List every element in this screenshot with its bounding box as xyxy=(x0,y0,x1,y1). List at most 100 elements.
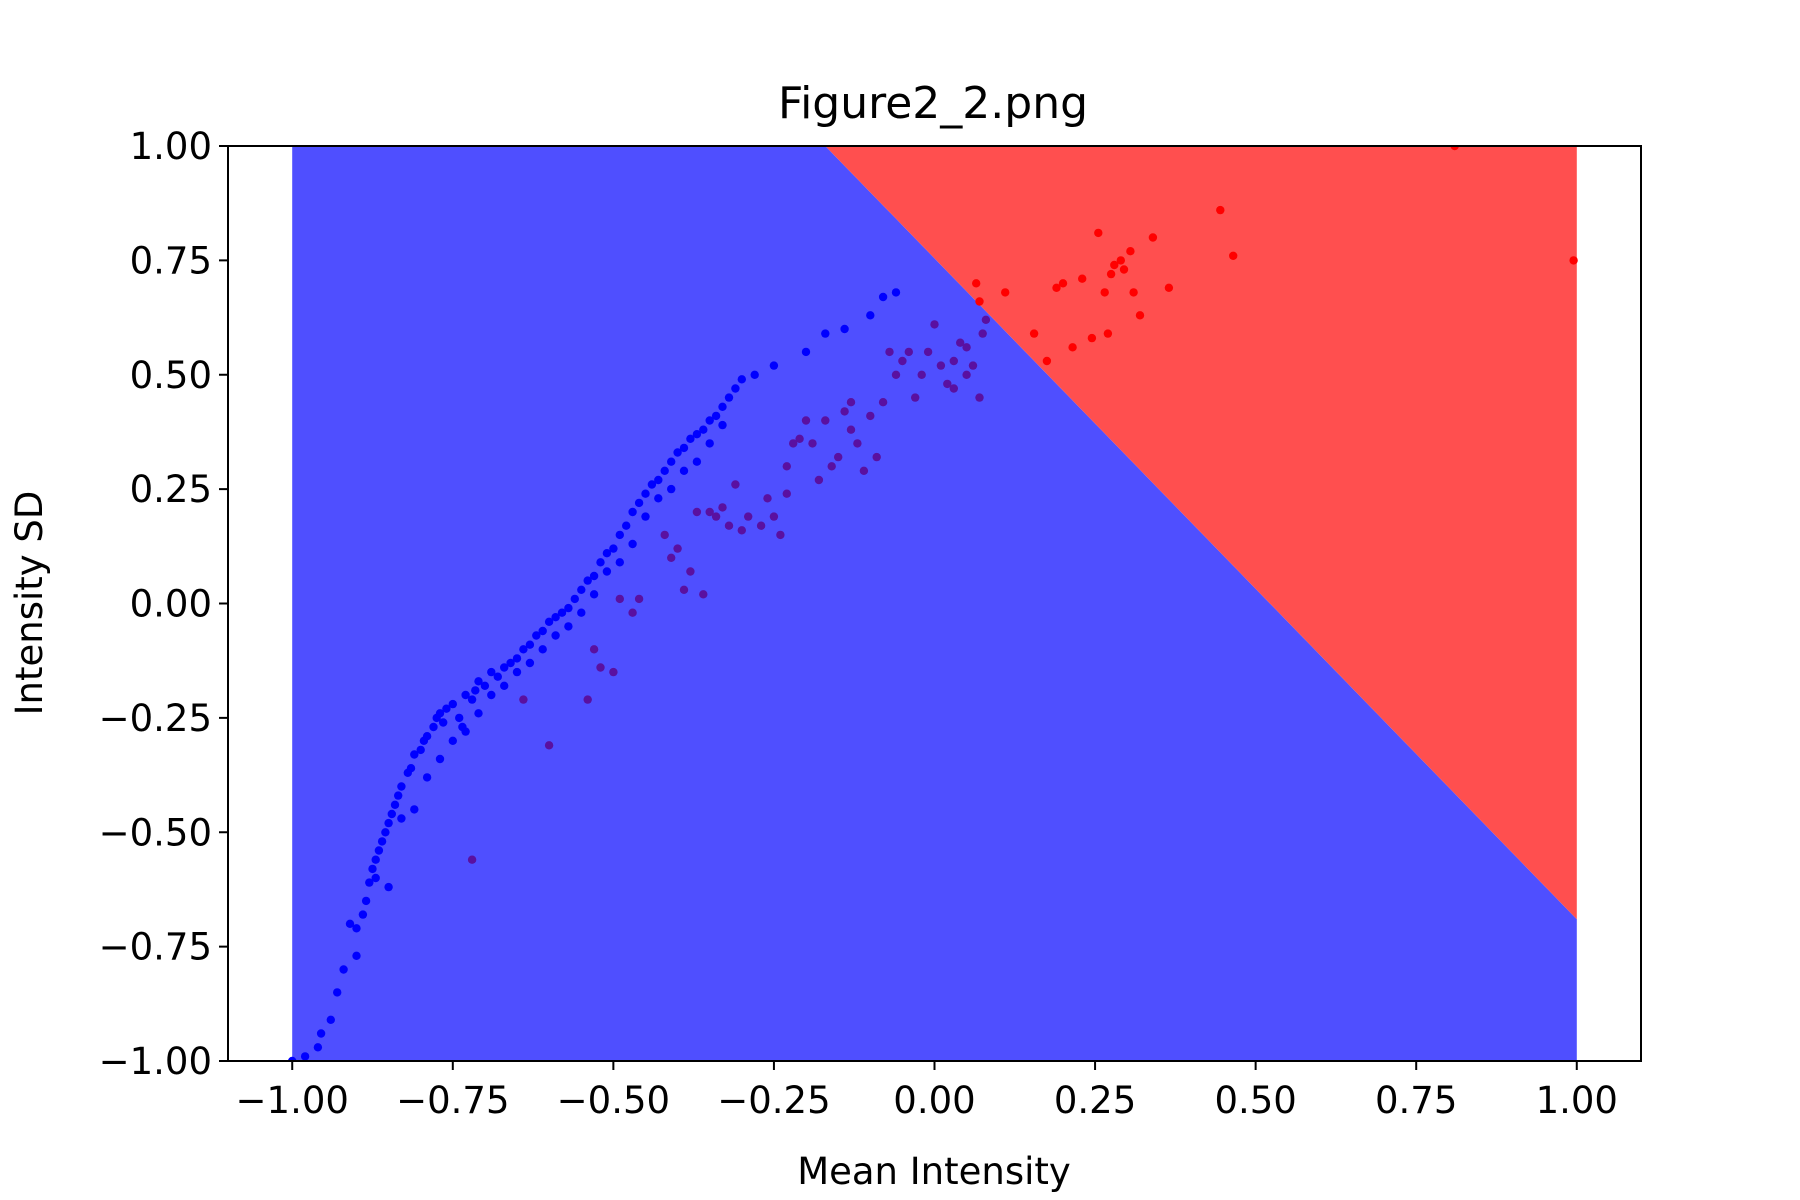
scatter-point xyxy=(339,965,348,974)
scatter-point xyxy=(1216,205,1225,215)
scatter-point xyxy=(827,462,836,471)
scatter-point xyxy=(724,521,734,530)
scatter-point xyxy=(679,466,689,475)
scatter-point xyxy=(930,320,939,329)
scatter-point xyxy=(956,338,965,347)
scatter-point xyxy=(923,347,933,357)
scatter-point xyxy=(1052,283,1061,292)
scatter-point xyxy=(371,873,380,883)
scatter-point xyxy=(789,439,798,448)
scatter-point xyxy=(583,576,592,585)
scatter-point xyxy=(461,727,470,736)
scatter-point xyxy=(840,324,849,334)
y-axis: −1.00 −0.75 −0.50 −0.25 0.00 0.25 0.50 0.75 1.00 xyxy=(99,125,228,1083)
scatter-point xyxy=(744,512,753,521)
scatter-point xyxy=(589,645,599,654)
scatter-point xyxy=(814,475,824,485)
scatter-point xyxy=(532,631,541,640)
scatter-point xyxy=(660,466,669,475)
scatter-point xyxy=(316,1029,326,1038)
scatter-point xyxy=(782,489,791,498)
scatter-point xyxy=(500,681,509,690)
scatter-point xyxy=(711,411,721,421)
scatter-point xyxy=(1106,269,1116,279)
scatter-point xyxy=(731,480,740,489)
scatter-point xyxy=(834,452,843,462)
decision-region-blue xyxy=(292,146,1577,1061)
scatter-point xyxy=(397,814,406,823)
scatter-point xyxy=(394,791,403,800)
scatter-point xyxy=(808,439,817,448)
scatter-point xyxy=(583,695,592,704)
scatter-point xyxy=(602,567,612,576)
scatter-point xyxy=(821,329,830,338)
scatter-point xyxy=(846,398,856,407)
scatter-point xyxy=(1103,329,1113,338)
scatter-point xyxy=(673,448,682,457)
scatter-point xyxy=(1029,329,1039,338)
scatter-point xyxy=(410,750,419,759)
y-axis-label: Intensity SD xyxy=(8,491,51,716)
scatter-point xyxy=(737,526,746,535)
scatter-point xyxy=(557,608,567,617)
scatter-point xyxy=(885,347,894,357)
scatter-point xyxy=(878,292,888,302)
scatter-point xyxy=(448,699,457,709)
x-tick-label: −0.25 xyxy=(717,1079,830,1122)
decision-region-red xyxy=(825,146,1577,920)
scatter-point xyxy=(673,544,682,553)
scatter-point xyxy=(615,530,624,540)
scatter-point xyxy=(1135,311,1145,320)
scatter-point xyxy=(724,393,734,402)
scatter-point xyxy=(589,590,599,599)
y-tick-label: −0.25 xyxy=(99,697,212,740)
scatter-point xyxy=(525,658,535,668)
scatter-point xyxy=(410,805,419,814)
scatter-point xyxy=(801,416,811,425)
scatter-point xyxy=(975,297,984,306)
scatter-point xyxy=(981,315,991,324)
scatter-point xyxy=(667,484,676,494)
y-tick-label: 0.75 xyxy=(130,239,212,282)
scatter-point xyxy=(374,846,384,855)
x-tick-label: 0.25 xyxy=(1054,1079,1136,1122)
scatter-point xyxy=(891,370,901,379)
scatter-point xyxy=(500,663,509,672)
scatter-point xyxy=(615,594,624,604)
scatter-point xyxy=(622,521,631,530)
scatter-point xyxy=(634,594,644,604)
scatter-point xyxy=(898,356,907,366)
scatter-point xyxy=(853,439,862,448)
scatter-point xyxy=(358,910,368,919)
scatter-point xyxy=(345,919,355,928)
scatter-point xyxy=(699,425,708,434)
scatter-point xyxy=(949,384,958,393)
scatter-point xyxy=(737,375,746,384)
scatter-point xyxy=(667,553,676,562)
scatter-point xyxy=(878,398,888,407)
scatter-point xyxy=(544,617,554,626)
scatter-point xyxy=(570,594,579,604)
scatter-point xyxy=(692,430,702,439)
scatter-point xyxy=(972,279,981,288)
scatter-point xyxy=(731,384,740,393)
scatter-point xyxy=(679,585,689,594)
scatter-point xyxy=(1450,146,1459,151)
scatter-point xyxy=(692,457,702,466)
x-axis-label: Mean Intensity xyxy=(797,1150,1071,1193)
scatter-point xyxy=(718,402,727,411)
scatter-point xyxy=(647,480,657,489)
scatter-point xyxy=(718,503,727,512)
scatter-point xyxy=(718,420,727,430)
scatter-point xyxy=(679,443,689,453)
scatter-point xyxy=(471,686,480,695)
scatter-point xyxy=(416,745,425,755)
scatter-point xyxy=(859,466,869,475)
scatter-point xyxy=(422,773,432,782)
scatter-point xyxy=(384,882,393,892)
plot-area xyxy=(288,146,1578,1061)
scatter-point xyxy=(975,393,984,402)
scatter-point xyxy=(429,722,438,732)
scatter-point xyxy=(589,571,599,581)
